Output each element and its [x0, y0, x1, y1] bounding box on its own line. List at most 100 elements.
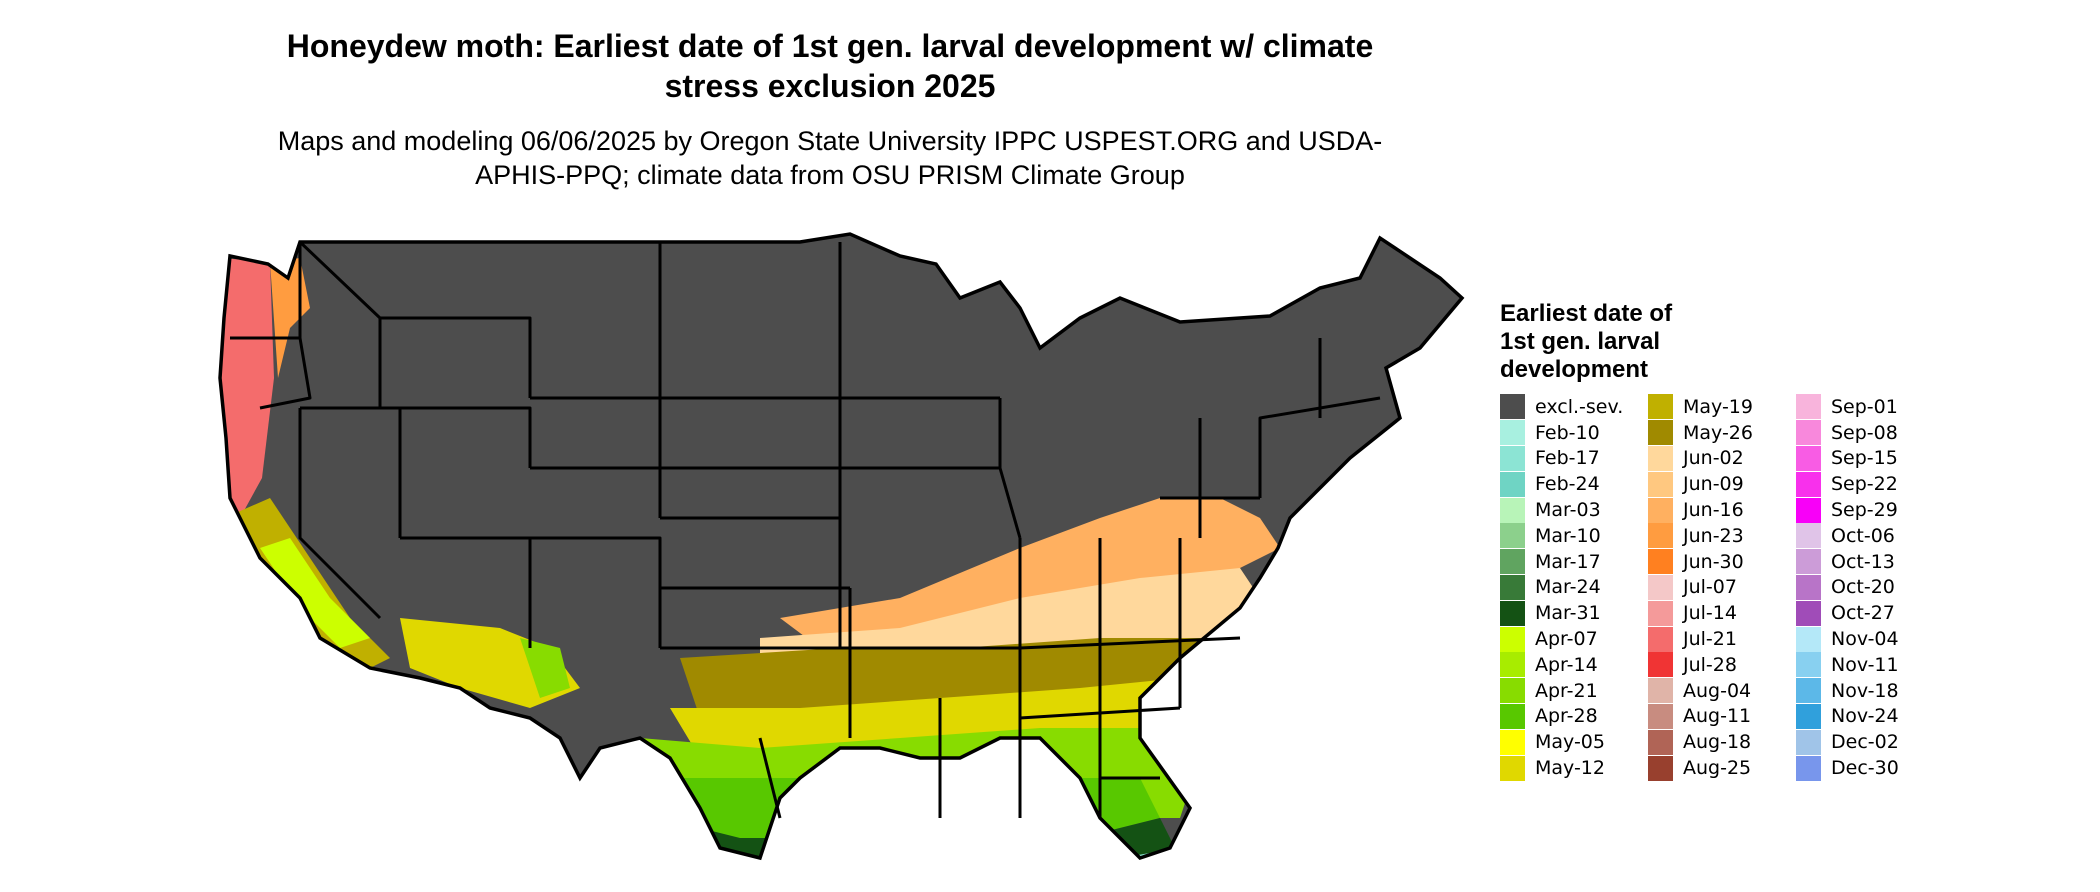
legend-item: Nov-18: [1796, 678, 1944, 704]
legend-label: May-05: [1535, 731, 1605, 754]
legend-swatch: [1648, 703, 1673, 729]
legend-label: Jul-21: [1683, 628, 1737, 651]
legend-item: Sep-22: [1796, 471, 1944, 497]
legend-item: Sep-01: [1796, 394, 1944, 420]
us-map-svg: [218, 232, 1464, 860]
legend-item: Nov-24: [1796, 703, 1944, 730]
legend-swatch: [1796, 703, 1821, 729]
legend-swatch: [1796, 445, 1821, 471]
legend-item: May-26: [1648, 420, 1796, 446]
legend-swatch: [1648, 600, 1673, 626]
legend-label: Aug-18: [1683, 731, 1752, 754]
legend-label: Jul-28: [1683, 653, 1737, 676]
legend-item: May-12: [1500, 755, 1648, 781]
legend-swatch: [1648, 497, 1673, 523]
legend-item: Mar-31: [1500, 600, 1648, 626]
legend-item: Feb-10: [1500, 420, 1648, 446]
legend-swatch: [1648, 523, 1673, 549]
legend-swatch: [1500, 394, 1525, 420]
legend-swatch: [1648, 471, 1673, 497]
legend-swatch: [1648, 420, 1673, 446]
legend-label: Sep-01: [1831, 395, 1898, 418]
legend-swatch: [1648, 729, 1673, 755]
legend-label: Mar-24: [1535, 576, 1601, 599]
legend-swatch: [1648, 445, 1673, 471]
legend-item: Oct-20: [1796, 574, 1944, 601]
legend-label: Oct-06: [1831, 524, 1895, 547]
legend-label: Jun-02: [1683, 447, 1744, 470]
legend-item: Mar-10: [1500, 523, 1648, 549]
legend-label: Oct-27: [1831, 602, 1895, 625]
legend-item: Mar-24: [1500, 574, 1648, 601]
legend-label: Jun-09: [1683, 473, 1744, 496]
legend-swatch: [1796, 523, 1821, 549]
legend-swatch: [1500, 626, 1525, 652]
legend-label: Mar-31: [1535, 602, 1601, 625]
legend-label: Nov-11: [1831, 653, 1899, 676]
legend-label: Nov-18: [1831, 679, 1899, 702]
legend-label: Aug-11: [1683, 705, 1752, 728]
legend-label: Sep-22: [1831, 473, 1898, 496]
legend-item: Mar-03: [1500, 497, 1648, 523]
legend-swatch: [1500, 549, 1525, 575]
legend-item: Jun-02: [1648, 445, 1796, 472]
map-subtitle: Maps and modeling 06/06/2025 by Oregon S…: [277, 126, 1383, 190]
legend-item: Jun-30: [1648, 549, 1796, 575]
legend-label: Jul-14: [1683, 602, 1737, 625]
legend-swatch: [1796, 420, 1821, 446]
legend-label: May-12: [1535, 757, 1605, 780]
legend-label: Feb-17: [1535, 447, 1600, 470]
legend-item: Apr-14: [1500, 652, 1648, 678]
legend-item: Jun-09: [1648, 471, 1796, 497]
legend-item: Jun-16: [1648, 497, 1796, 523]
legend-item: Jul-28: [1648, 652, 1796, 678]
legend-swatch: [1648, 678, 1673, 704]
legend-label: Mar-10: [1535, 524, 1601, 547]
legend-swatch: [1796, 600, 1821, 626]
legend-swatch: [1648, 626, 1673, 652]
legend-item: Jun-23: [1648, 523, 1796, 549]
legend-swatch: [1500, 523, 1525, 549]
legend: Earliest date of 1st gen. larval develop…: [1500, 300, 1960, 781]
legend-label: Apr-21: [1535, 679, 1598, 702]
legend-item: Apr-21: [1500, 678, 1648, 704]
legend-swatch: [1648, 755, 1673, 781]
legend-label: Jun-30: [1683, 550, 1744, 573]
legend-title: Earliest date of 1st gen. larval develop…: [1500, 300, 1673, 383]
legend-label: May-26: [1683, 421, 1753, 444]
legend-swatch: [1500, 420, 1525, 446]
legend-item: Nov-11: [1796, 652, 1944, 678]
legend-label: Sep-08: [1831, 421, 1898, 444]
legend-item: Aug-11: [1648, 703, 1796, 730]
legend-swatch: [1500, 471, 1525, 497]
legend-item: Mar-17: [1500, 549, 1648, 575]
legend-swatch: [1500, 574, 1525, 600]
us-map: [200, 218, 1480, 892]
legend-swatch: [1796, 394, 1821, 420]
legend-swatch: [1648, 574, 1673, 600]
legend-grid: excl.-sev. Feb-10 Feb-17 Feb-24 Mar-03 Mar-10…: [1500, 394, 1960, 781]
legend-label: Jul-07: [1683, 576, 1737, 599]
legend-label: Feb-24: [1535, 473, 1600, 496]
legend-label: Nov-24: [1831, 705, 1899, 728]
legend-swatch: [1500, 755, 1525, 781]
state-borders: [230, 240, 1381, 819]
legend-label: Aug-25: [1683, 757, 1752, 780]
legend-label: Apr-14: [1535, 653, 1598, 676]
legend-item: Apr-28: [1500, 703, 1648, 730]
legend-item: Dec-02: [1796, 729, 1944, 755]
legend-item: Aug-25: [1648, 755, 1796, 781]
legend-swatch: [1500, 445, 1525, 471]
legend-swatch: [1500, 703, 1525, 729]
legend-item: Jul-14: [1648, 600, 1796, 626]
legend-label: Aug-04: [1683, 679, 1752, 702]
legend-item: Dec-30: [1796, 755, 1944, 781]
legend-label: Sep-29: [1831, 499, 1898, 522]
legend-item: Aug-04: [1648, 678, 1796, 704]
legend-item: May-19: [1648, 394, 1796, 420]
legend-item: Apr-07: [1500, 626, 1648, 652]
legend-label: Oct-20: [1831, 576, 1895, 599]
legend-label: Dec-02: [1831, 731, 1899, 754]
legend-item: Oct-27: [1796, 600, 1944, 626]
legend-item: Oct-06: [1796, 523, 1944, 549]
